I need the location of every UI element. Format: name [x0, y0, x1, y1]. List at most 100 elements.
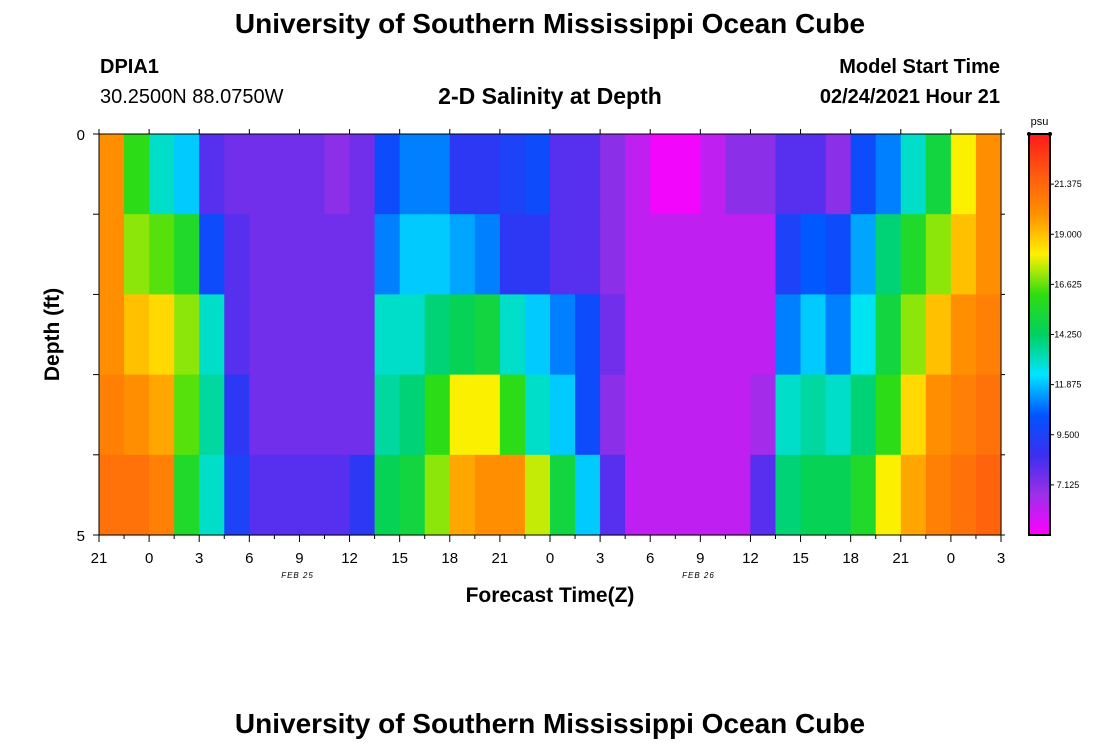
- heatmap-cell: [750, 134, 777, 215]
- heatmap-cell: [925, 454, 952, 536]
- heatmap-cell: [600, 454, 626, 536]
- heatmap-cell: [550, 134, 576, 215]
- heatmap-cell: [650, 294, 676, 376]
- heatmap-cell: [174, 134, 200, 215]
- heatmap-cell: [399, 134, 426, 215]
- heatmap-cell: [399, 214, 426, 295]
- heatmap-cell: [875, 294, 902, 376]
- heatmap-cell: [825, 134, 852, 215]
- heatmap-cell: [650, 374, 676, 456]
- heatmap-cell: [575, 294, 601, 376]
- x-tick-label: 18: [842, 550, 859, 567]
- heatmap-cell: [149, 454, 175, 536]
- heatmap-cell: [499, 134, 526, 215]
- heatmap-cell: [299, 214, 326, 295]
- heatmap-cell: [374, 214, 401, 295]
- heatmap-cell: [900, 214, 927, 295]
- heatmap-cell: [975, 454, 1002, 536]
- heatmap-cell: [875, 454, 902, 536]
- colorbar-tick-label: 19.000: [1054, 229, 1082, 239]
- page-title-bottom: University of Southern Mississippi Ocean…: [234, 708, 866, 739]
- heatmap-cell: [149, 374, 175, 456]
- x-tick-label: 0: [145, 550, 153, 567]
- heatmap-cell: [775, 374, 802, 456]
- station-coordinates: 30.2500N 88.0750W: [100, 86, 284, 108]
- heatmap-cell: [299, 134, 326, 215]
- heatmap-cell: [600, 374, 626, 456]
- heatmap-cell: [950, 214, 977, 295]
- x-tick-label: 12: [341, 550, 358, 567]
- heatmap-cell: [449, 134, 476, 215]
- heatmap-cell: [775, 294, 802, 376]
- heatmap-cell: [399, 374, 426, 456]
- heatmap-cell: [950, 134, 977, 215]
- heatmap-cell: [700, 294, 726, 376]
- heatmap-cell: [550, 374, 576, 456]
- heatmap-cell: [124, 374, 150, 456]
- heatmap-cell: [424, 374, 451, 456]
- heatmap-cell: [625, 214, 651, 295]
- x-tick-label: 21: [91, 550, 108, 567]
- heatmap-cell: [825, 214, 852, 295]
- heatmap-cell: [499, 294, 526, 376]
- heatmap-cell: [825, 294, 852, 376]
- heatmap-cell: [424, 214, 451, 295]
- heatmap-cell: [725, 294, 752, 376]
- heatmap-cell: [675, 214, 701, 295]
- heatmap-cell: [224, 134, 250, 215]
- heatmap-cell: [99, 214, 125, 295]
- heatmap-cell: [524, 214, 551, 295]
- heatmap-cell: [950, 454, 977, 536]
- heatmap-cell: [174, 374, 200, 456]
- heatmap-cell: [149, 214, 175, 295]
- heatmap-cell: [349, 374, 376, 456]
- heatmap-cell: [800, 134, 827, 215]
- page-title-top: University of Southern Mississippi Ocean…: [234, 8, 866, 39]
- heatmap-cell: [700, 374, 726, 456]
- heatmap-cell: [650, 214, 676, 295]
- heatmap-cell: [825, 374, 852, 456]
- heatmap-plot-area: [99, 134, 1002, 536]
- heatmap-cell: [975, 134, 1002, 215]
- heatmap-cell: [800, 294, 827, 376]
- chart-title: 2-D Salinity at Depth: [438, 83, 662, 109]
- heatmap-cell: [975, 214, 1002, 295]
- heatmap-cell: [850, 134, 877, 215]
- heatmap-cell: [99, 454, 125, 536]
- x-tick-label: 9: [696, 550, 704, 567]
- heatmap-cell: [374, 134, 401, 215]
- heatmap-cell: [274, 134, 301, 215]
- heatmap-cell: [625, 374, 651, 456]
- heatmap-cell: [900, 134, 927, 215]
- heatmap-cell: [975, 294, 1002, 376]
- y-axis-label: Depth (ft): [41, 288, 64, 381]
- model-start-label: Model Start Time: [839, 56, 1000, 78]
- heatmap-cell: [775, 134, 802, 215]
- heatmap-cell: [800, 214, 827, 295]
- heatmap-cell: [950, 294, 977, 376]
- colorbar-corner: [1048, 132, 1052, 136]
- heatmap-cell: [625, 454, 651, 536]
- colorbar-tick-label: 7.125: [1057, 480, 1080, 490]
- x-tick-label: 12: [742, 550, 759, 567]
- heatmap-cell: [449, 214, 476, 295]
- heatmap-cell: [274, 294, 301, 376]
- heatmap-cell: [99, 134, 125, 215]
- heatmap-cell: [374, 374, 401, 456]
- heatmap-cell: [800, 454, 827, 536]
- heatmap-cell: [249, 214, 275, 295]
- heatmap-cell: [349, 214, 376, 295]
- heatmap-cell: [600, 134, 626, 215]
- heatmap-cell: [149, 294, 175, 376]
- heatmap-cell: [424, 294, 451, 376]
- heatmap-cell: [199, 374, 225, 456]
- heatmap-cell: [399, 294, 426, 376]
- heatmap-cell: [99, 374, 125, 456]
- heatmap-cell: [900, 294, 927, 376]
- heatmap-cell: [199, 294, 225, 376]
- heatmap-cell: [975, 374, 1002, 456]
- heatmap-cell: [750, 454, 777, 536]
- x-tick-label: 15: [792, 550, 809, 567]
- heatmap-cell: [149, 134, 175, 215]
- heatmap-cell: [324, 454, 351, 536]
